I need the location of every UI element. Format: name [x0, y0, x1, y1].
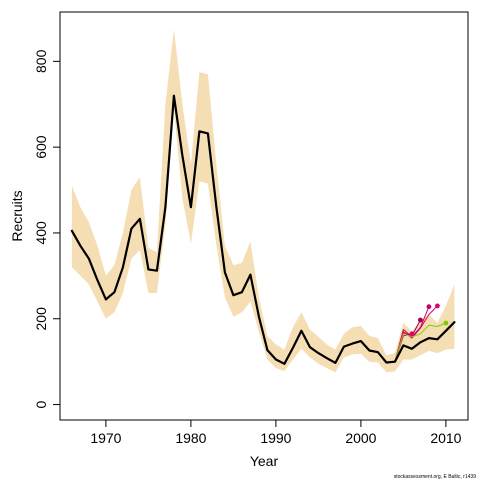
series-line-0: [70, 94, 456, 365]
x-axis-title: Year: [250, 453, 279, 469]
y-tick-label-400: 400: [33, 221, 49, 245]
y-tick-label-0: 0: [33, 400, 49, 408]
series-end-point-3: [426, 304, 432, 310]
x-axis: 1970 1980 1990 2000 2010: [90, 420, 462, 446]
y-axis-title: Recruits: [9, 190, 25, 241]
y-tick-label-800: 800: [33, 49, 49, 73]
footnote: stockassessment.org, E Baltic, r1439: [394, 474, 476, 480]
y-tick-label-600: 600: [33, 135, 49, 159]
series-layer: [70, 94, 456, 365]
x-tick-label-1990: 1990: [260, 430, 291, 446]
y-axis: 0 200 400 600 800: [33, 49, 60, 408]
y-tick-label-200: 200: [33, 307, 49, 331]
terminal-points-layer: [409, 303, 449, 337]
x-tick-label-1970: 1970: [90, 430, 121, 446]
confidence-band: [71, 29, 455, 373]
series-end-point-5: [443, 320, 449, 326]
x-tick-label-2010: 2010: [430, 430, 461, 446]
x-tick-label-2000: 2000: [345, 430, 376, 446]
plot-frame: [59, 11, 469, 421]
series-line-1: [71, 95, 413, 365]
x-tick-label-1980: 1980: [175, 430, 206, 446]
series-end-point-2: [418, 317, 423, 323]
series-end-point-4: [435, 303, 440, 309]
series-end-point-1: [409, 331, 415, 337]
confidence-band-layer: [71, 29, 455, 373]
